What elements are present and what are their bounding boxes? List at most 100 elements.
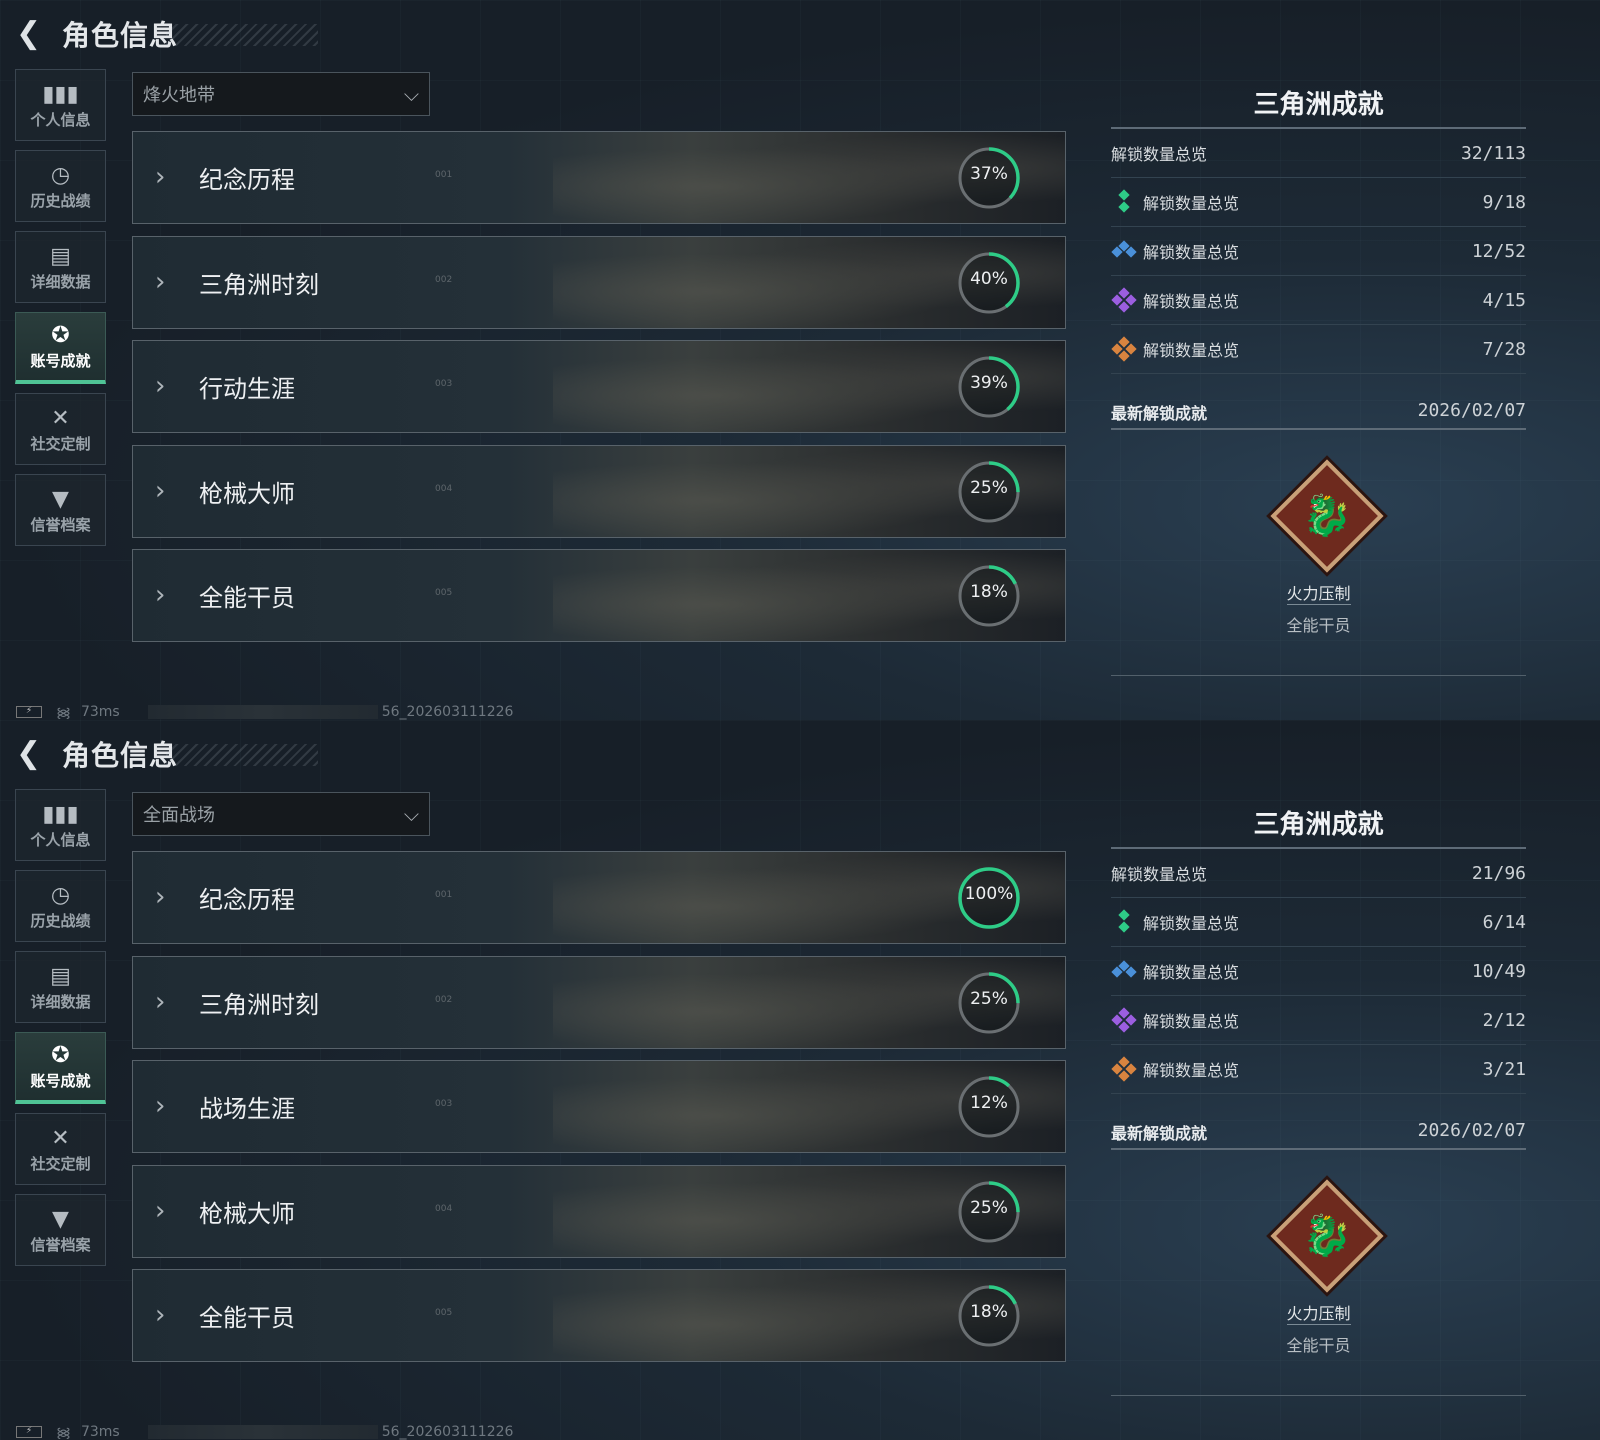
progress-ring [958, 356, 1020, 418]
orange-gem-icon [1111, 336, 1137, 362]
gem-facet [1118, 909, 1130, 921]
card-title: 三角洲时刻 [199, 271, 319, 299]
bar-chart-icon: ▮▮▮ [42, 81, 79, 107]
progress-ring [958, 565, 1020, 627]
rarity-unlock-label: 解锁数量总览 [1143, 1012, 1240, 1031]
achievement-category-card[interactable]: › 纪念历程 001 100% [132, 851, 1066, 944]
achievement-badge-dragon[interactable]: 🐉 [1270, 459, 1384, 573]
chevron-right-icon: › [155, 580, 166, 610]
wifi-icon: ᯼ [56, 1424, 71, 1440]
wifi-icon: ᯼ [56, 704, 71, 721]
back-arrow-icon[interactable]: ❮ [16, 16, 42, 51]
battery-charging-icon: ⚡ [16, 706, 42, 718]
progress-ring-fill [958, 1181, 1020, 1243]
latest-badge-box: 🐉 火力压制 全能干员 [1111, 436, 1526, 676]
rarity-unlock-value: 9/18 [1482, 191, 1526, 213]
folder-icon: ▤ [50, 963, 71, 989]
chevron-right-icon: › [155, 1196, 166, 1226]
total-unlock-value: 32/113 [1460, 142, 1526, 164]
rarity-unlock-value: 2/12 [1482, 1009, 1526, 1031]
sidebar-item-clock-history[interactable]: ◷ 历史战绩 [15, 870, 106, 942]
achievement-category-card[interactable]: › 三角洲时刻 002 25% [132, 956, 1066, 1049]
progress-percent: 12% [970, 1093, 1008, 1113]
latest-unlock-label: 最新解锁成就 [1111, 404, 1208, 423]
achievement-category-card[interactable]: › 全能干员 005 18% [132, 549, 1066, 642]
card-title: 三角洲时刻 [199, 991, 319, 1019]
chevron-down-icon: ⌵ [403, 82, 419, 106]
progress-percent: 18% [970, 582, 1008, 602]
mode-dropdown-value: 烽火地带 [143, 85, 215, 106]
progress-ring-fill [958, 565, 1020, 627]
sidebar-item-medal[interactable]: ✪ 账号成就 [15, 1032, 106, 1104]
latest-unlock-header: 最新解锁成就 2026/02/07 [1111, 1120, 1526, 1144]
card-background-image [553, 1061, 1065, 1152]
summary-title-divider [1111, 127, 1526, 129]
progress-ring-fill [958, 972, 1020, 1034]
card-title: 行动生涯 [199, 375, 295, 403]
sidebar-item-folder[interactable]: ▤ 详细数据 [15, 231, 106, 303]
summary-title-divider [1111, 847, 1526, 849]
sidebar-item-tools[interactable]: ✕ 社交定制 [15, 1113, 106, 1185]
progress-percent: 39% [970, 373, 1008, 393]
rarity-unlock-label: 解锁数量总览 [1143, 963, 1240, 982]
card-background-image [553, 1166, 1065, 1257]
achievement-category-card[interactable]: › 行动生涯 003 39% [132, 340, 1066, 433]
total-unlock-label: 解锁数量总览 [1111, 145, 1208, 164]
mode-dropdown[interactable]: 全面战场 ⌵ [132, 792, 430, 836]
achievement-category-card[interactable]: › 战场生涯 003 12% [132, 1060, 1066, 1153]
card-index: 002 [435, 275, 453, 285]
sidebar-item-bar-chart[interactable]: ▮▮▮ 个人信息 [15, 789, 106, 861]
sidebar-item-clock-history[interactable]: ◷ 历史战绩 [15, 150, 106, 222]
achievement-category-card[interactable]: › 全能干员 005 18% [132, 1269, 1066, 1362]
rarity-unlock-row: 解锁数量总览 4/15 [1111, 276, 1526, 325]
card-index: 004 [435, 484, 453, 494]
achievement-category-card[interactable]: › 枪械大师 004 25% [132, 445, 1066, 538]
sidebar-item-folder[interactable]: ▤ 详细数据 [15, 951, 106, 1023]
card-title: 全能干员 [199, 584, 295, 612]
rarity-unlock-label: 解锁数量总览 [1143, 292, 1240, 311]
progress-percent: 40% [970, 269, 1008, 289]
progress-ring-fill [958, 1076, 1020, 1138]
header-hatch-decoration [166, 744, 318, 766]
sidebar-item-label: 账号成就 [30, 1072, 91, 1090]
rarity-unlock-row: 解锁数量总览 2/12 [1111, 996, 1526, 1045]
card-title: 枪械大师 [199, 480, 295, 508]
page-title: 角色信息 [62, 19, 179, 52]
sidebar-item-label: 账号成就 [30, 352, 91, 370]
card-index: 003 [435, 379, 453, 389]
achievement-badge-dragon[interactable]: 🐉 [1270, 1179, 1384, 1293]
achievement-category-card[interactable]: › 纪念历程 001 37% [132, 131, 1066, 224]
achievement-category-card[interactable]: › 三角洲时刻 002 40% [132, 236, 1066, 329]
sidebar-item-shield-bolt[interactable]: ▼ 信誉档案 [15, 474, 106, 546]
mode-dropdown[interactable]: 烽火地带 ⌵ [132, 72, 430, 116]
badge-category: 全能干员 [1286, 1336, 1351, 1355]
page-title: 角色信息 [62, 739, 179, 772]
card-background-image [553, 550, 1065, 641]
achievement-category-card[interactable]: › 枪械大师 004 25% [132, 1165, 1066, 1258]
back-arrow-icon[interactable]: ❮ [16, 736, 42, 771]
achievement-panel-2: ❮ 角色信息 ▮▮▮ 个人信息 ◷ 历史战绩 ▤ 详细数据 ✪ 账号成就 ✕ 社交定制 ▼ 信誉档案 全面战… [0, 720, 1600, 1440]
latest-unlock-date: 2026/02/07 [1417, 1120, 1526, 1141]
page-header: ❮ 角色信息 [16, 14, 318, 54]
dragon-emblem-icon: 🐉 [1302, 1213, 1352, 1259]
progress-ring [958, 867, 1020, 929]
chevron-right-icon: › [155, 1300, 166, 1330]
achievement-summary-panel: 三角洲成就 解锁数量总览 21/96 解锁数量总览 6/14 解锁数量总览 10/49 解锁数… [1111, 804, 1526, 1424]
status-bar: ⚡ ᯼ 73ms 56_202603111226 [16, 1422, 513, 1440]
card-index: 002 [435, 995, 453, 1005]
sidebar-item-bar-chart[interactable]: ▮▮▮ 个人信息 [15, 69, 106, 141]
sidebar-item-medal[interactable]: ✪ 账号成就 [15, 312, 106, 384]
build-id: 56_202603111226 [381, 1424, 514, 1440]
chevron-right-icon: › [155, 987, 166, 1017]
rarity-unlock-row: 解锁数量总览 7/28 [1111, 325, 1526, 374]
sidebar-item-shield-bolt[interactable]: ▼ 信誉档案 [15, 1194, 106, 1266]
chevron-right-icon: › [155, 882, 166, 912]
card-index: 001 [435, 890, 453, 900]
card-title: 全能干员 [199, 1304, 295, 1332]
sidebar-item-tools[interactable]: ✕ 社交定制 [15, 393, 106, 465]
progress-percent: 25% [970, 989, 1008, 1009]
summary-title: 三角洲成就 [1253, 90, 1384, 120]
progress-percent: 100% [964, 884, 1014, 904]
dragon-emblem-icon: 🐉 [1302, 493, 1352, 539]
green-gem-icon [1111, 909, 1137, 935]
